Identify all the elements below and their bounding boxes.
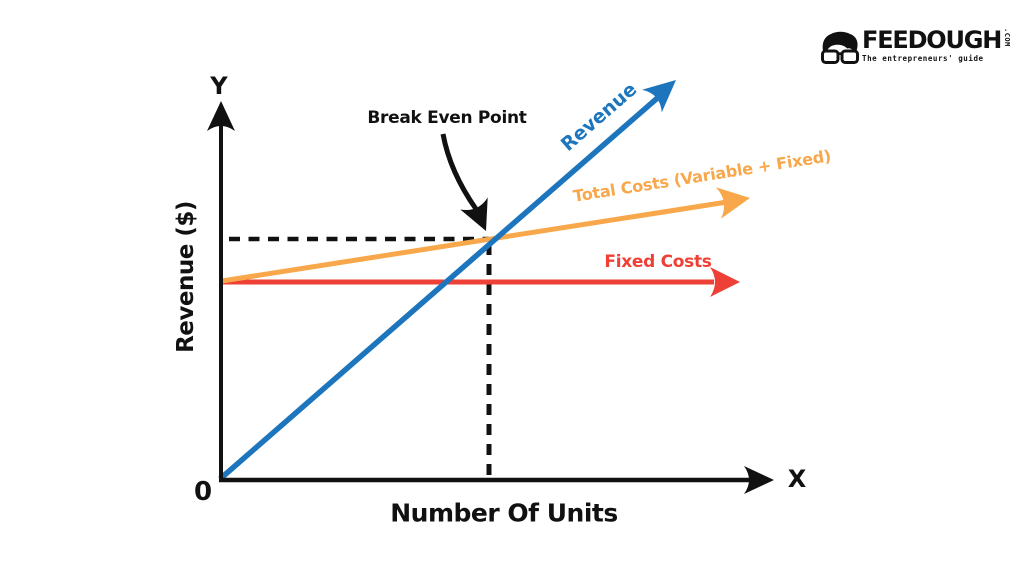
logo-tagline: The entrepreneurs' guide <box>862 54 984 63</box>
x-axis-letter: X <box>787 465 807 493</box>
logo-face-icon <box>821 31 859 64</box>
annotation-arrow <box>440 133 479 211</box>
feedough-logo: FEEDOUGH .COM The entrepreneurs' guide <box>820 26 1011 70</box>
origin-label: 0 <box>193 477 213 507</box>
annotation-arrowhead <box>460 197 488 231</box>
x-axis-arrowhead <box>744 466 774 494</box>
y-axis-arrowhead <box>207 101 235 131</box>
x-axis-title: Number Of Units <box>390 498 618 528</box>
y-axis-letter: Y <box>210 72 228 100</box>
total-costs-line <box>221 200 725 284</box>
break-even-point-label: Break Even Point <box>367 108 527 128</box>
revenue-arrowhead <box>642 80 676 113</box>
logo-brand: FEEDOUGH <box>862 26 1002 54</box>
y-axis-title: Revenue ($) <box>173 201 199 353</box>
logo-domain: .COM <box>1003 28 1012 47</box>
revenue-line <box>218 95 660 482</box>
total-costs-arrowhead <box>715 187 750 219</box>
fixed-costs-arrowhead <box>710 267 740 297</box>
fixed-costs-series-label: Fixed Costs <box>604 252 712 272</box>
